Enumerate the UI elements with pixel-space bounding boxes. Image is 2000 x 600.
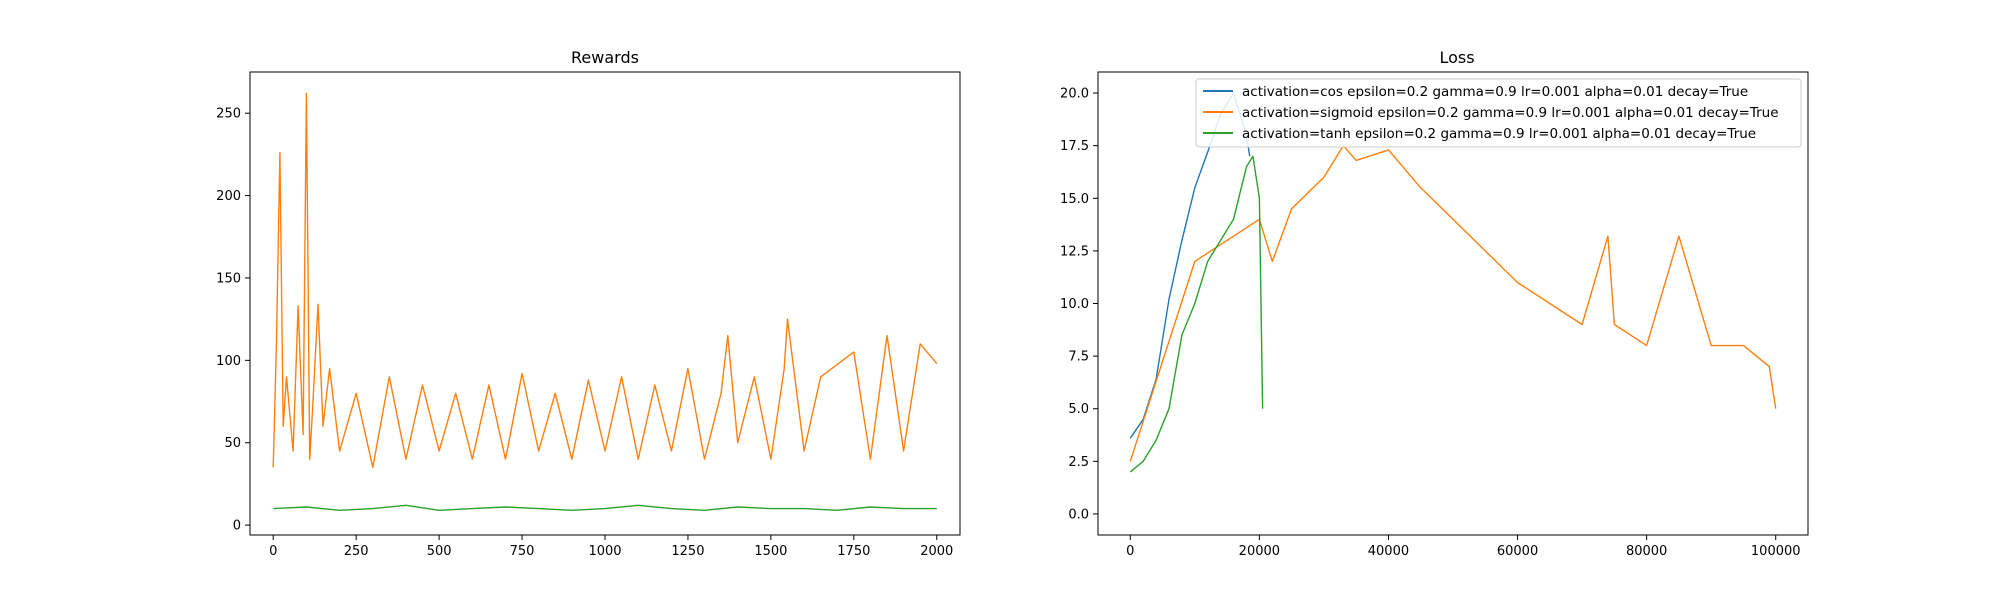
loss-y-tick-label: 10.0	[1060, 297, 1089, 312]
loss-chart: Loss 0 20000 40000 60000 80000 100000 0.0 2.5 5.…	[1060, 48, 1809, 559]
loss-y-tick-label: 0.0	[1068, 507, 1089, 522]
rewards-x-tick-label: 1500	[754, 544, 787, 559]
loss-x-tick-label: 60000	[1497, 544, 1538, 559]
rewards-x-tick-label: 1750	[837, 544, 870, 559]
rewards-x-tick-label: 750	[510, 544, 535, 559]
loss-legend: activation=cos epsilon=0.2 gamma=0.9 lr=…	[1195, 78, 1802, 148]
legend-label-sigmoid: activation=sigmoid epsilon=0.2 gamma=0.9…	[1242, 105, 1779, 121]
rewards-y-tick-label: 200	[216, 189, 241, 204]
loss-x-tick-label: 80000	[1626, 544, 1667, 559]
rewards-y-tick-label: 100	[216, 354, 241, 369]
rewards-x-tick-label: 500	[427, 544, 452, 559]
rewards-x-tick-label: 250	[344, 544, 369, 559]
loss-axes-frame	[1097, 71, 1809, 536]
rewards-axes-frame	[249, 71, 961, 536]
loss-y-tick-label: 15.0	[1060, 192, 1089, 207]
rewards-y-tick-label: 50	[224, 436, 241, 451]
rewards-x-tick-label: 1000	[588, 544, 621, 559]
rewards-title: Rewards	[571, 48, 639, 67]
loss-y-tick-label: 12.5	[1060, 244, 1089, 259]
rewards-y-tick-label: 250	[216, 107, 241, 122]
loss-y-tick-label: 5.0	[1068, 402, 1089, 417]
rewards-ticks: 0 250 500 750 1000 1250 1500 1750 2000 0 50 100 150 2…	[216, 107, 953, 559]
legend-box	[1195, 78, 1802, 148]
loss-x-tick-label: 40000	[1368, 544, 1409, 559]
rewards-x-tick-label: 0	[269, 544, 277, 559]
loss-x-tick-label: 100000	[1751, 544, 1801, 559]
loss-series-tanh-line	[1129, 155, 1264, 473]
loss-x-tick-label: 20000	[1239, 544, 1280, 559]
loss-y-tick-label: 2.5	[1068, 455, 1089, 470]
rewards-y-tick-label: 0	[233, 519, 241, 534]
legend-label-tanh: activation=tanh epsilon=0.2 gamma=0.9 lr…	[1242, 126, 1756, 142]
rewards-y-tick-label: 150	[216, 271, 241, 286]
loss-ticks: 0 20000 40000 60000 80000 100000 0.0 2.5 5.0 7.5 1…	[1060, 87, 1801, 559]
legend-label-cos: activation=cos epsilon=0.2 gamma=0.9 lr=…	[1242, 84, 1748, 100]
loss-x-tick-label: 0	[1126, 544, 1134, 559]
loss-series-sigmoid-line	[1129, 144, 1777, 462]
rewards-chart: Rewards 0 250 500 750 1000 1250 1500 1750 2000 0 5…	[216, 48, 961, 559]
loss-title: Loss	[1439, 48, 1474, 67]
loss-y-tick-label: 20.0	[1060, 87, 1089, 102]
loss-y-tick-label: 17.5	[1060, 139, 1089, 154]
rewards-series-tanh-line	[273, 504, 937, 511]
rewards-series	[272, 92, 938, 511]
loss-y-tick-label: 7.5	[1068, 350, 1089, 365]
rewards-x-tick-label: 1250	[671, 544, 704, 559]
rewards-series-sigmoid-line	[272, 92, 938, 469]
rewards-x-tick-label: 2000	[920, 544, 953, 559]
